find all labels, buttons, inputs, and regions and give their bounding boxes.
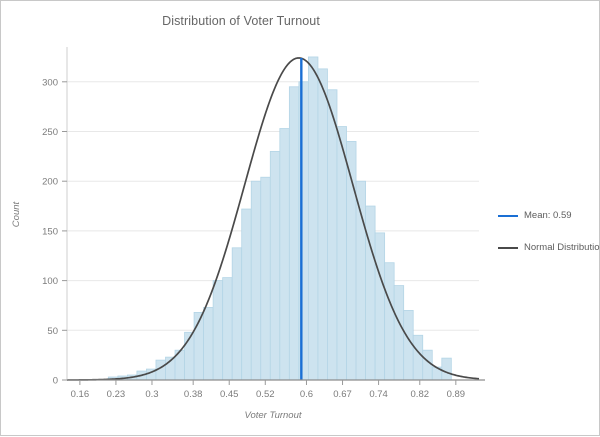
- histogram-bar: [308, 56, 319, 381]
- x-tick-label: 0.67: [333, 389, 352, 400]
- legend-label-normal-distribution: Normal Distribution: [524, 242, 600, 253]
- y-axis-label: Count: [11, 201, 22, 227]
- x-axis-ticks: 0.16 0.23 0.3 0.38 0.45 0.52 0.6 0.67 0.74 0.82 0.…: [71, 380, 465, 400]
- x-tick-label: 0.6: [300, 389, 313, 400]
- histogram-bar: [231, 247, 243, 381]
- legend-item-mean[interactable]: Mean: 0.59: [498, 209, 598, 223]
- histogram-bar: [412, 334, 424, 381]
- histogram-bar: [241, 208, 252, 381]
- x-tick-label: 0.16: [71, 389, 90, 400]
- y-tick-label: 100: [42, 276, 58, 287]
- x-tick-label: 0.52: [256, 389, 275, 400]
- x-tick-label: 0.74: [369, 389, 388, 400]
- x-tick-label: 0.45: [220, 389, 239, 400]
- y-tick-label: 0: [53, 376, 58, 387]
- histogram-bar: [288, 86, 300, 381]
- histogram-bar: [279, 128, 290, 381]
- histogram-bar: [269, 150, 281, 381]
- histogram-bar: [327, 89, 338, 381]
- histogram-bar: [260, 176, 271, 381]
- y-tick-label: 200: [42, 177, 58, 188]
- histogram-bar: [203, 307, 214, 381]
- chart-title: Distribution of Voter Turnout: [162, 14, 320, 28]
- y-tick-label: 150: [42, 226, 58, 237]
- normal-distribution-curve: [66, 57, 480, 381]
- y-tick-label: 50: [47, 326, 58, 337]
- histogram-bar: [336, 126, 347, 381]
- x-tick-label: 0.23: [107, 389, 126, 400]
- x-tick-label: 0.3: [145, 389, 158, 400]
- histogram-bar: [212, 280, 224, 381]
- legend-item-normal-distribution[interactable]: Normal Distribution: [498, 241, 600, 255]
- histogram-bar: [222, 277, 233, 381]
- y-tick-label: 300: [42, 77, 58, 88]
- x-axis-label: Voter Turnout: [244, 410, 301, 421]
- y-tick-label: 250: [42, 127, 58, 138]
- histogram-bar: [422, 349, 433, 381]
- legend-swatch-mean: [498, 215, 518, 217]
- axis-lines: [66, 47, 485, 381]
- chart-legend: Mean: 0.59 Normal Distribution: [498, 209, 600, 273]
- histogram-bar: [393, 285, 405, 381]
- legend-swatch-normal-distribution: [498, 247, 518, 249]
- histogram-bar: [441, 357, 452, 381]
- x-tick-label: 0.89: [447, 389, 466, 400]
- histogram-bars: [107, 56, 452, 381]
- histogram-bar: [250, 180, 262, 381]
- normal-curve-path: [66, 57, 480, 381]
- histogram-bar: [317, 68, 328, 381]
- histogram-bar: [384, 262, 395, 381]
- legend-label-mean: Mean: 0.59: [524, 210, 572, 221]
- x-tick-label: 0.38: [184, 389, 203, 400]
- y-axis-ticks: 0 50 100 150 200 250 300: [42, 77, 67, 387]
- histogram-bar: [374, 232, 386, 381]
- x-tick-label: 0.82: [411, 389, 430, 400]
